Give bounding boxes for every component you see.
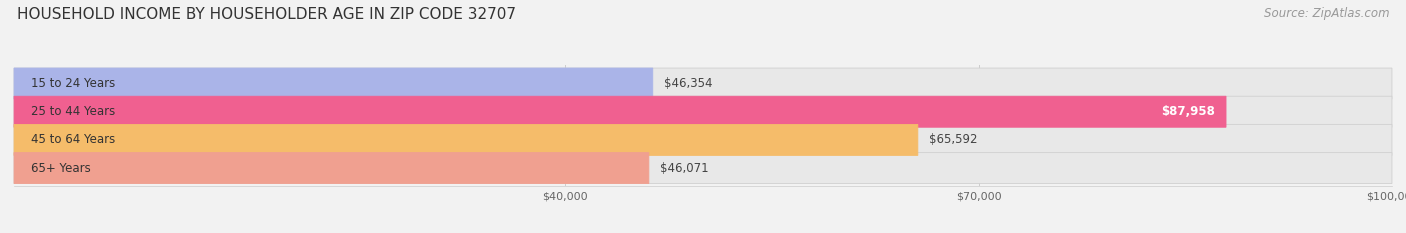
Text: 25 to 44 Years: 25 to 44 Years (31, 105, 115, 118)
Text: 45 to 64 Years: 45 to 64 Years (31, 134, 115, 146)
Text: 15 to 24 Years: 15 to 24 Years (31, 77, 115, 90)
FancyBboxPatch shape (14, 153, 1392, 184)
FancyBboxPatch shape (14, 96, 1226, 127)
FancyBboxPatch shape (14, 153, 648, 184)
FancyBboxPatch shape (14, 96, 1392, 127)
Text: $46,071: $46,071 (659, 161, 709, 175)
Text: HOUSEHOLD INCOME BY HOUSEHOLDER AGE IN ZIP CODE 32707: HOUSEHOLD INCOME BY HOUSEHOLDER AGE IN Z… (17, 7, 516, 22)
Text: $87,958: $87,958 (1161, 105, 1215, 118)
Text: Source: ZipAtlas.com: Source: ZipAtlas.com (1264, 7, 1389, 20)
Text: $46,354: $46,354 (664, 77, 713, 90)
FancyBboxPatch shape (14, 68, 652, 99)
Text: 65+ Years: 65+ Years (31, 161, 90, 175)
Text: $65,592: $65,592 (929, 134, 977, 146)
FancyBboxPatch shape (14, 124, 1392, 155)
FancyBboxPatch shape (14, 68, 1392, 99)
FancyBboxPatch shape (14, 124, 918, 155)
